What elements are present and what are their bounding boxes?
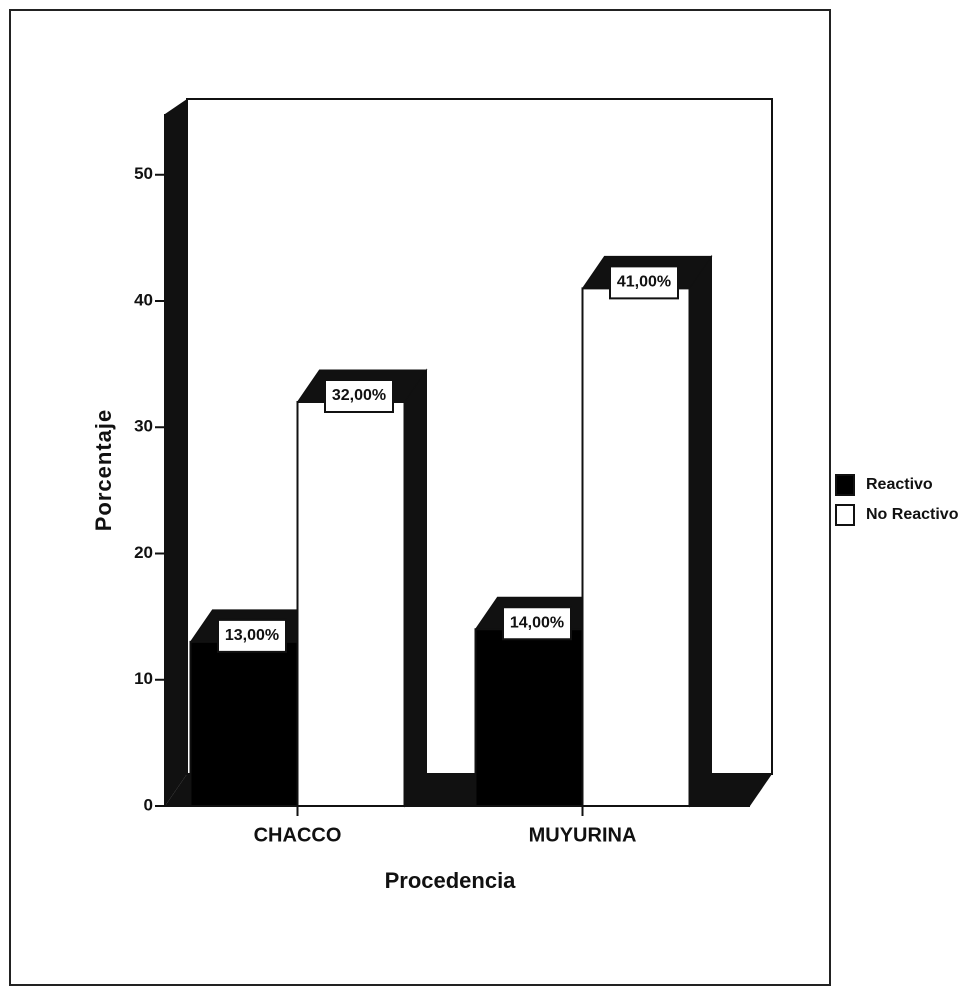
- value-label-box: [502, 606, 572, 641]
- bar-side: [689, 254, 712, 808]
- y-tick-label: 30: [134, 417, 153, 436]
- frame: [9, 9, 831, 986]
- value-label-box: [609, 265, 679, 300]
- x-tick-label: CHACCO: [254, 824, 342, 846]
- bar: [189, 640, 299, 807]
- x-axis-label: Procedencia: [385, 868, 517, 893]
- y-tick-label: 20: [134, 543, 153, 562]
- legend-swatch: [835, 504, 855, 526]
- legend-label: Reactivo: [866, 476, 933, 493]
- x-tick-label: MUYURINA: [529, 824, 637, 846]
- left-wall: [165, 99, 187, 806]
- legend-swatch: [835, 474, 855, 496]
- y-tick-label: 10: [134, 669, 153, 688]
- y-tick-label: 50: [134, 164, 153, 183]
- value-label-box: [324, 379, 394, 413]
- value-label: 41,00%: [617, 274, 671, 291]
- bar-side: [404, 368, 427, 808]
- value-label: 32,00%: [332, 387, 386, 404]
- bar: [296, 401, 406, 807]
- value-label: 13,00%: [225, 627, 279, 644]
- legend-label: No Reactivo: [866, 506, 959, 523]
- y-tick-label: 0: [144, 795, 153, 814]
- y-tick-label: 40: [134, 290, 153, 309]
- value-label-box: [217, 618, 287, 653]
- value-label: 14,00%: [510, 614, 564, 631]
- bar: [581, 287, 691, 807]
- y-axis-label: Porcentaje: [91, 409, 116, 532]
- bar: [474, 628, 584, 807]
